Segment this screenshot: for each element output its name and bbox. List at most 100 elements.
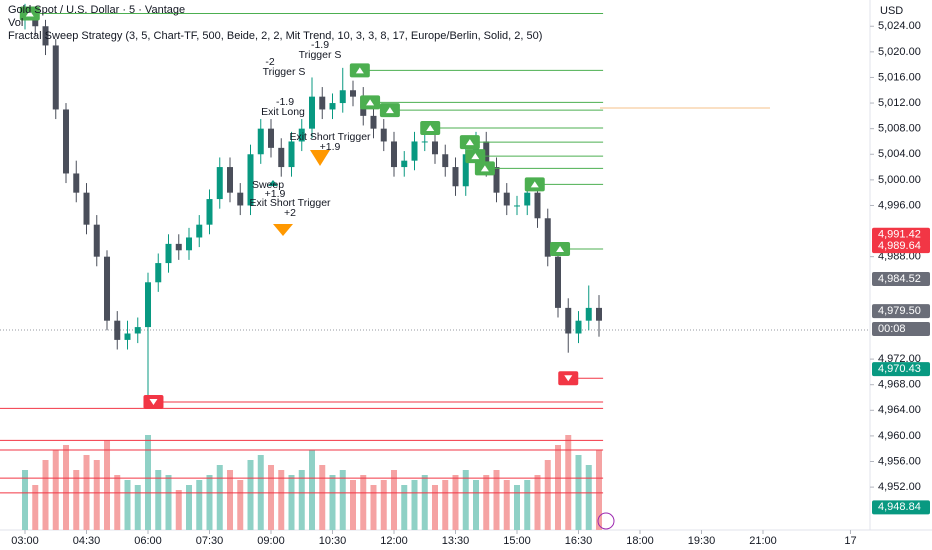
candle-body <box>401 160 408 168</box>
candle-body <box>216 167 223 200</box>
y-tick-label: 4,952.00 <box>878 481 921 493</box>
x-tick-label: 21:00 <box>749 535 777 547</box>
volume-bar <box>93 460 100 530</box>
candle-body <box>124 333 131 340</box>
volume-bar <box>104 440 111 530</box>
price-label-bg <box>872 500 930 515</box>
countdown: 00:08 <box>878 323 906 335</box>
candle-body <box>309 96 316 129</box>
volume-bar <box>124 480 131 530</box>
volume-bar <box>391 470 398 530</box>
candle-body <box>257 128 264 155</box>
volume-bar <box>534 475 541 530</box>
replay-icon[interactable] <box>597 512 615 530</box>
volume-bar <box>585 465 592 530</box>
annotation: Trigger S <box>263 66 306 78</box>
candle-body <box>421 141 428 143</box>
volume-bar <box>155 470 162 530</box>
volume-bar <box>145 435 152 530</box>
currency: USD <box>880 5 903 17</box>
volume-bar <box>350 480 357 530</box>
candle-body <box>565 307 572 334</box>
annotation: -2 <box>265 56 274 68</box>
volume-bar <box>42 460 49 530</box>
candle-body <box>93 224 100 257</box>
volume-bar <box>288 475 295 530</box>
y-tick-label: 5,000.00 <box>878 174 921 186</box>
volume-bar <box>278 470 285 530</box>
candle-body <box>206 199 213 225</box>
candle-body <box>329 103 336 110</box>
marker-arrow <box>530 181 539 188</box>
candle-body <box>165 243 172 264</box>
candle-body <box>134 327 141 334</box>
volume-bar <box>175 490 182 530</box>
candle-body <box>524 192 531 206</box>
volume-bar <box>472 480 479 530</box>
y-tick-label: 4,988.00 <box>878 251 921 263</box>
indicator-label: Fractal Sweep Strategy (3, 5, Chart-TF, … <box>8 30 542 42</box>
annotation: Exit Short Trigger <box>289 131 371 143</box>
candle-body <box>554 256 561 308</box>
candle-body <box>462 154 469 187</box>
x-tick-label: 07:30 <box>196 535 224 547</box>
chart-title: Gold Spot / U.S. Dollar · 5 · Vantage <box>8 4 185 16</box>
marker-arrow <box>355 67 364 74</box>
annotation: Exit Short Trigger <box>249 197 331 209</box>
y-tick-label: 4,964.00 <box>878 404 921 416</box>
x-tick-label: 04:30 <box>73 535 101 547</box>
candle-body <box>370 115 377 129</box>
price-label: 4,989.64 <box>878 240 921 252</box>
marker-arrow <box>426 125 435 132</box>
marker-arrow <box>471 153 480 160</box>
volume-bar <box>309 450 316 530</box>
candle-body <box>175 243 182 251</box>
volume-bar <box>186 485 193 530</box>
candle-body <box>196 224 203 238</box>
candle-body <box>63 109 70 174</box>
volume-bar <box>268 465 275 530</box>
volume-bar <box>319 465 326 530</box>
y-tick-label: 5,024.00 <box>878 20 921 32</box>
price-label-bg <box>872 271 930 286</box>
volume-bar <box>134 485 141 530</box>
volume-bar <box>196 480 203 530</box>
volume-bar <box>442 480 449 530</box>
price-label-bg <box>872 239 930 254</box>
x-tick-label: 18:00 <box>626 535 654 547</box>
volume-bar <box>462 470 469 530</box>
candle-body <box>288 141 295 168</box>
y-tick-label: 4,968.00 <box>878 379 921 391</box>
annotation: +2 <box>284 207 296 219</box>
x-tick-label: 16:30 <box>565 535 593 547</box>
x-tick-label: 06:00 <box>134 535 162 547</box>
annotation: -1.9 <box>276 96 294 108</box>
candle-body <box>247 154 254 206</box>
y-tick-label: 5,016.00 <box>878 71 921 83</box>
countdown-bg <box>872 322 930 336</box>
volume-bar <box>503 480 510 530</box>
marker-arrow <box>556 245 565 252</box>
candle-body <box>278 147 285 168</box>
candle-body <box>83 192 90 225</box>
annotation: -1.9 <box>311 39 329 51</box>
candle-body <box>155 263 162 283</box>
volume-bar <box>565 435 572 530</box>
candle-body <box>186 237 193 251</box>
candle-body <box>503 192 510 206</box>
candle-body <box>442 154 449 168</box>
price-label: 4,970.43 <box>878 363 921 375</box>
candle-body <box>104 256 111 321</box>
volume-bar <box>513 485 520 530</box>
x-tick-label: 12:00 <box>380 535 408 547</box>
volume-bar <box>114 475 121 530</box>
volume-bar <box>32 485 39 530</box>
candle-body <box>411 141 418 161</box>
candle-body <box>585 307 592 321</box>
marker-arrow <box>366 99 375 106</box>
price-label-bg <box>872 304 930 319</box>
volume-bar <box>493 470 500 530</box>
candle-body <box>432 141 438 155</box>
